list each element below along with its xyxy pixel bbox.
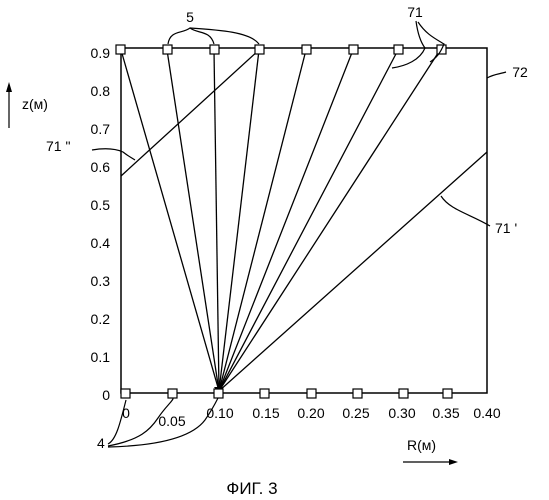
x-tick-label: 0.15 bbox=[252, 405, 279, 421]
x-tick-label: 0.10 bbox=[206, 405, 233, 421]
top-marker bbox=[163, 45, 172, 54]
ray-line bbox=[219, 50, 306, 391]
ray-71-lower bbox=[219, 152, 487, 391]
ref-label-5: 5 bbox=[186, 9, 194, 25]
y-tick-label: 0.1 bbox=[91, 349, 111, 365]
bottom-marker bbox=[307, 389, 316, 398]
ray-71-upper bbox=[121, 50, 259, 176]
ref-label-4: 4 bbox=[97, 435, 105, 451]
x-tick-labels: 0 0.05 0.10 0.15 0.20 0.25 0.30 0.35 0.4… bbox=[122, 405, 501, 429]
ray-line bbox=[219, 50, 398, 391]
x-tick-label: 0.30 bbox=[388, 405, 415, 421]
bottom-marker bbox=[214, 389, 223, 398]
bottom-marker bbox=[121, 389, 130, 398]
ref-label-72: 72 bbox=[512, 64, 528, 80]
top-marker bbox=[255, 45, 264, 54]
ray-fan bbox=[121, 50, 487, 391]
ref-label-71-upper: 71 " bbox=[46, 138, 70, 154]
ray-line bbox=[167, 50, 219, 391]
x-tick-label: 0.35 bbox=[432, 405, 459, 421]
x-tick-label: 0.05 bbox=[158, 413, 185, 429]
z-axis-label: z(м) bbox=[22, 96, 48, 112]
bottom-marker bbox=[260, 389, 269, 398]
x-tick-label: 0.20 bbox=[297, 405, 324, 421]
y-tick-label: 0.3 bbox=[91, 273, 111, 289]
y-tick-label: 0.6 bbox=[91, 159, 111, 175]
leader-71-lower bbox=[441, 196, 490, 226]
z-axis-arrowhead bbox=[6, 82, 12, 92]
top-marker bbox=[302, 45, 311, 54]
y-tick-label: 0.4 bbox=[91, 235, 111, 251]
ray-line bbox=[219, 50, 440, 391]
x-tick-label: 0.25 bbox=[342, 405, 369, 421]
ray-line bbox=[121, 50, 219, 391]
ray-line bbox=[214, 50, 219, 391]
y-tick-label: 0.2 bbox=[91, 311, 111, 327]
leader-72 bbox=[487, 72, 506, 78]
x-tick-label: 0 bbox=[122, 405, 130, 421]
top-markers bbox=[116, 45, 446, 54]
leader-5-right bbox=[190, 28, 259, 44]
leader-5 bbox=[168, 28, 214, 44]
y-tick-label: 0 bbox=[102, 387, 110, 403]
r-axis-arrowhead bbox=[449, 459, 458, 465]
y-tick-labels: 0 0.1 0.2 0.3 0.4 0.5 0.6 0.7 0.8 0.9 bbox=[91, 45, 111, 403]
bottom-marker bbox=[168, 389, 177, 398]
bottom-marker bbox=[443, 389, 452, 398]
bottom-marker bbox=[353, 389, 362, 398]
plot-frame bbox=[121, 48, 487, 393]
y-tick-label: 0.8 bbox=[91, 83, 111, 99]
y-tick-label: 0.9 bbox=[91, 45, 111, 61]
top-marker bbox=[210, 45, 219, 54]
bottom-marker bbox=[399, 389, 408, 398]
x-tick-label: 0.40 bbox=[473, 405, 500, 421]
ref-label-71: 71 bbox=[407, 4, 423, 20]
y-tick-label: 0.7 bbox=[91, 121, 111, 137]
top-marker bbox=[116, 45, 125, 54]
figure-caption: ФИГ. 3 bbox=[226, 479, 277, 498]
top-marker bbox=[394, 45, 403, 54]
y-tick-label: 0.5 bbox=[91, 197, 111, 213]
ref-label-71-lower: 71 ' bbox=[495, 220, 517, 236]
top-marker bbox=[349, 45, 358, 54]
r-axis-label: R(м) bbox=[407, 437, 436, 453]
